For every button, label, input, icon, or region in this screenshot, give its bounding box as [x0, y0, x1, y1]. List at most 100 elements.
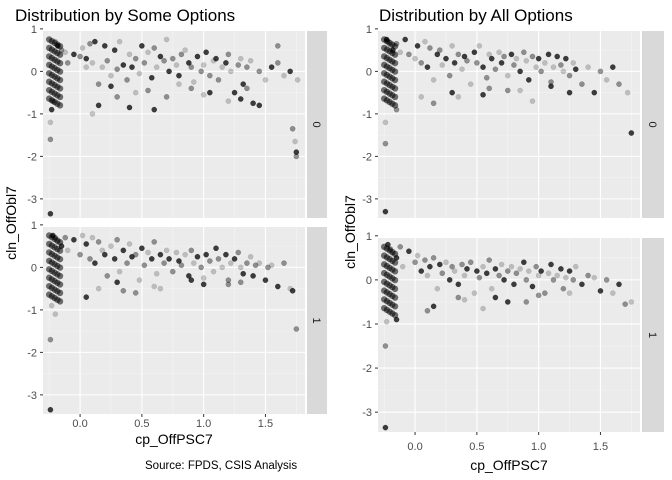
- data-point: [471, 290, 478, 296]
- data-point: [83, 64, 90, 70]
- data-point: [47, 119, 54, 126]
- data-point: [71, 236, 77, 243]
- data-point-core: [56, 102, 64, 109]
- y-tick-label: 1: [31, 220, 37, 232]
- data-point: [389, 47, 396, 53]
- data-point: [114, 66, 121, 73]
- data-point: [141, 262, 148, 269]
- data-point: [383, 318, 390, 325]
- data-point: [554, 272, 561, 279]
- data-point: [148, 74, 155, 81]
- data-point: [274, 283, 281, 290]
- data-point-core: [56, 93, 64, 101]
- facet-strip-label: 0: [646, 121, 658, 127]
- data-point: [194, 53, 201, 60]
- data-point: [455, 94, 462, 100]
- data-point: [225, 281, 232, 288]
- data-point: [163, 94, 170, 100]
- data-point: [227, 68, 234, 75]
- data-point: [538, 268, 544, 274]
- data-point: [501, 53, 507, 60]
- data-point: [483, 270, 490, 277]
- data-point-core: [391, 102, 399, 109]
- data-point: [585, 64, 591, 70]
- data-point: [382, 343, 389, 349]
- data-point: [83, 294, 90, 300]
- data-point: [533, 64, 540, 70]
- data-point: [126, 51, 133, 58]
- data-point: [436, 261, 443, 268]
- data-point: [185, 273, 192, 279]
- data-point: [446, 277, 453, 283]
- x-tick-label: 1.5: [593, 441, 608, 453]
- data-point: [486, 85, 493, 92]
- y-axis-title: cln_OffObl7: [342, 195, 358, 269]
- facet-strip: [642, 238, 664, 432]
- data-point: [188, 247, 195, 254]
- data-point: [129, 253, 135, 260]
- y-tick-label: -1: [27, 305, 37, 317]
- data-point: [508, 263, 515, 270]
- data-point: [163, 247, 170, 254]
- data-point: [256, 68, 263, 75]
- data-point: [161, 260, 167, 266]
- data-point-core: [56, 255, 64, 263]
- data-point: [418, 60, 425, 66]
- data-point: [609, 64, 616, 70]
- data-point: [83, 55, 90, 62]
- data-point: [597, 288, 604, 294]
- data-point: [464, 266, 470, 272]
- data-point: [182, 251, 188, 258]
- data-point: [504, 299, 511, 305]
- data-point: [104, 57, 111, 64]
- data-point: [628, 130, 635, 136]
- data-point: [385, 241, 391, 248]
- data-point: [579, 281, 585, 288]
- data-point-core: [391, 303, 399, 310]
- y-tick-label: 1: [31, 24, 37, 36]
- data-point: [397, 49, 404, 56]
- data-point: [213, 245, 219, 252]
- data-point: [449, 263, 456, 270]
- data-point: [293, 326, 300, 332]
- data-point: [609, 290, 616, 296]
- data-point: [474, 60, 480, 66]
- data-point: [430, 77, 437, 83]
- data-point: [200, 281, 207, 288]
- data-point: [47, 136, 54, 143]
- y-axis-title: cln_OffObl7: [3, 186, 19, 260]
- data-point: [116, 38, 123, 45]
- data-point: [529, 53, 536, 60]
- data-point: [399, 263, 406, 270]
- y-tick-label: 0: [366, 66, 372, 78]
- data-point: [173, 249, 180, 256]
- data-point-core: [391, 85, 399, 92]
- data-point: [520, 49, 527, 56]
- data-point: [200, 62, 207, 68]
- data-point: [439, 270, 446, 277]
- data-point: [406, 248, 412, 255]
- data-point: [101, 251, 108, 258]
- data-point: [188, 277, 195, 283]
- y-tick-label: -3: [27, 194, 37, 206]
- data-point: [62, 234, 69, 241]
- data-point: [89, 111, 96, 117]
- data-point: [451, 268, 458, 274]
- data-point: [293, 149, 300, 155]
- data-point: [157, 251, 164, 258]
- data-point: [562, 274, 569, 281]
- data-point: [430, 254, 437, 261]
- data-point: [529, 283, 536, 290]
- data-point-core: [391, 268, 399, 275]
- data-point: [418, 268, 425, 274]
- data-point: [157, 53, 164, 60]
- data-point: [488, 55, 495, 62]
- data-point: [120, 247, 127, 254]
- data-point: [132, 55, 139, 62]
- y-tick-label: 0: [31, 66, 37, 78]
- data-point: [443, 55, 449, 62]
- facet-strip: [642, 31, 664, 218]
- data-point: [256, 102, 263, 109]
- y-tick-label: -2: [362, 363, 372, 375]
